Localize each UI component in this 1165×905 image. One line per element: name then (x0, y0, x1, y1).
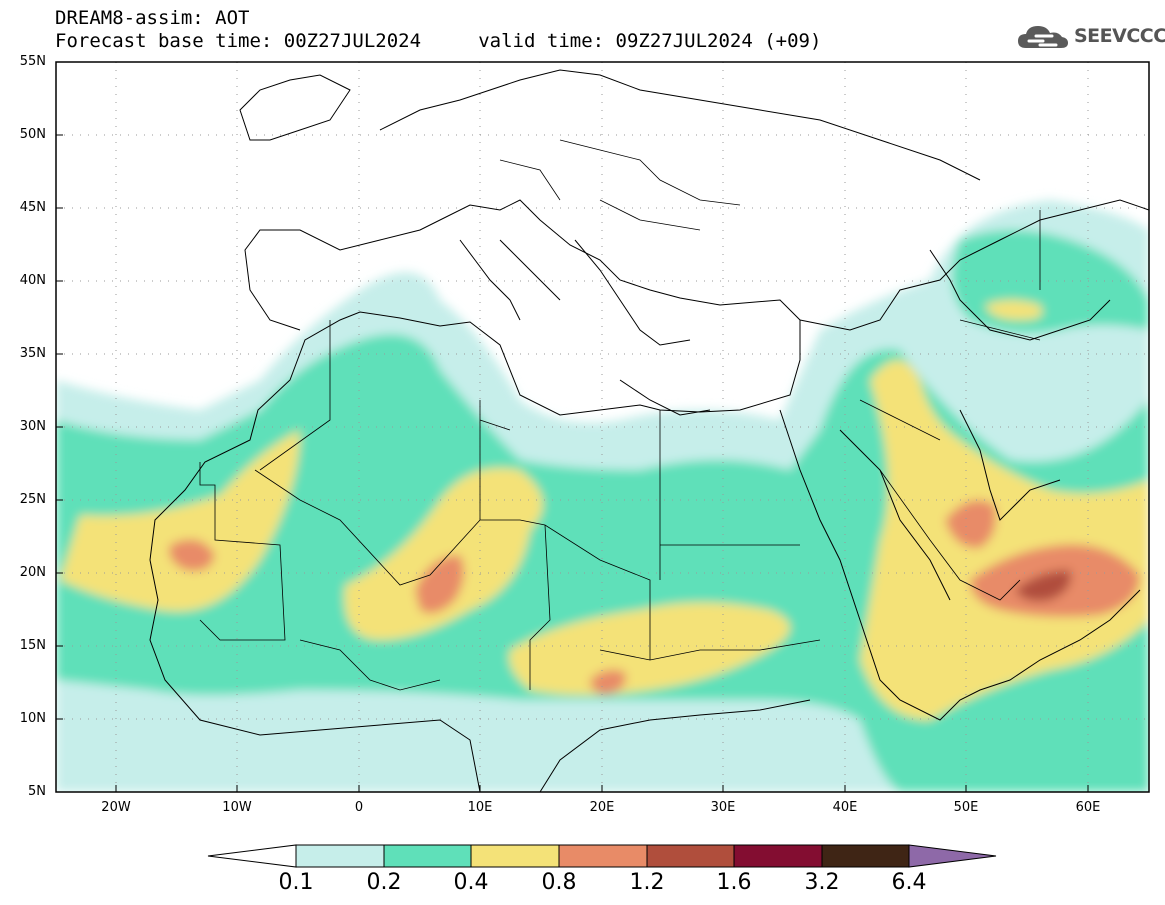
lat-label: 10N (19, 711, 46, 726)
aot-level-12 (1015, 570, 1071, 602)
lat-label: 40N (19, 273, 46, 288)
axis-ticks (56, 61, 1089, 793)
colorbar-extend-low (207, 844, 297, 868)
aot-level-04 (509, 602, 790, 695)
cloud-icon (1018, 26, 1068, 48)
aot-level-08 (590, 669, 626, 695)
country-borders (199, 139, 1041, 691)
lon-label: 10W (222, 800, 252, 815)
colorbar-label: 6.4 (891, 870, 927, 895)
colorbar (207, 844, 997, 868)
lat-label: 45N (19, 200, 46, 215)
logo-text: SEEVCCC (1074, 25, 1165, 47)
colorbar-extend-high (908, 844, 997, 868)
colorbar-swatch-6 (821, 844, 910, 868)
lat-label: 50N (19, 127, 46, 142)
lat-label: 25N (19, 492, 46, 507)
colorbar-label: 1.2 (629, 870, 665, 895)
lat-label: 20N (19, 565, 46, 580)
aot-level-04 (60, 430, 300, 612)
lat-label: 5N (28, 784, 46, 799)
colorbar-swatch-1 (383, 844, 472, 868)
coastlines (149, 69, 1149, 792)
aot-field (56, 62, 1149, 792)
lon-label: 0 (354, 800, 364, 815)
lon-label: 40E (832, 800, 858, 815)
aot-level-08 (945, 500, 996, 549)
aot-level-04 (985, 300, 1043, 320)
lat-label: 30N (19, 419, 46, 434)
lon-label: 60E (1075, 800, 1101, 815)
lat-label: 55N (19, 54, 46, 69)
colorbar-swatch-0 (295, 844, 385, 868)
aot-level-04 (860, 360, 1149, 720)
lon-label: 10E (467, 800, 493, 815)
colorbar-label: 3.2 (804, 870, 840, 895)
colorbar-label: 0.2 (366, 870, 402, 895)
lon-label: 20E (589, 800, 615, 815)
colorbar-label: 1.6 (716, 870, 752, 895)
lon-label: 50E (953, 800, 979, 815)
colorbar-label: 0.8 (541, 870, 577, 895)
lon-label: 30E (710, 800, 736, 815)
seevccc-logo: SEEVCCC (1016, 22, 1165, 50)
colorbar-swatch-3 (558, 844, 648, 868)
lat-label: 35N (19, 346, 46, 361)
colorbar-swatch-4 (646, 844, 735, 868)
lon-label: 20W (101, 800, 131, 815)
colorbar-label: 0.1 (278, 870, 314, 895)
forecast-time-line: Forecast base time: 00Z27JUL2024 valid t… (55, 30, 822, 52)
colorbar-label: 0.4 (453, 870, 489, 895)
aot-level-04 (344, 468, 543, 640)
colorbar-swatch-5 (733, 844, 823, 868)
lat-lon-grid (56, 62, 1149, 792)
aot-level-08 (415, 555, 464, 614)
colorbar-swatch-2 (470, 844, 560, 868)
map-title: DREAM8-assim: AOT (55, 7, 250, 29)
lat-label: 15N (19, 638, 46, 653)
aot-level-08 (169, 539, 215, 571)
